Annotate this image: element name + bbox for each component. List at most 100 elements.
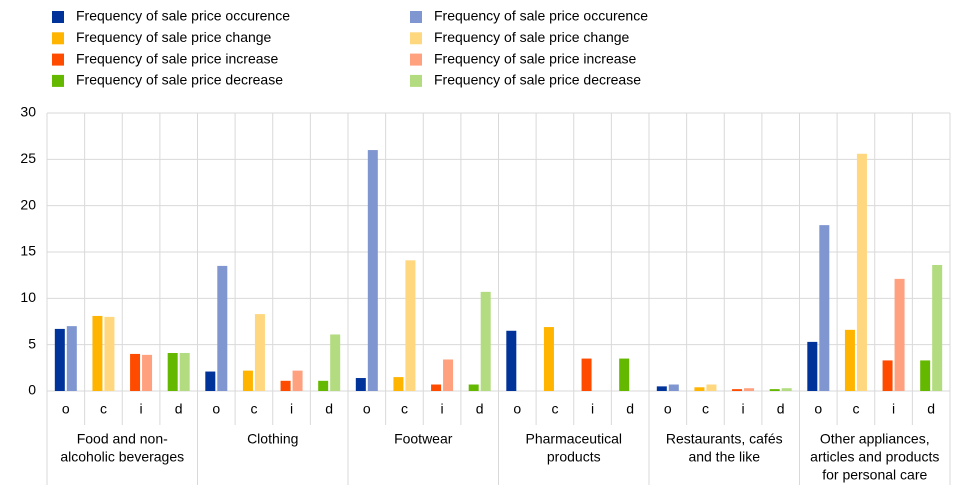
- legend-label: Frequency of sale price decrease: [434, 72, 641, 88]
- bar: [292, 370, 303, 391]
- x-tick-label: d: [777, 401, 785, 417]
- bar: [355, 378, 366, 391]
- bar: [330, 334, 341, 391]
- y-tick-label: 10: [20, 289, 36, 305]
- bar: [781, 388, 792, 391]
- legend-swatch: [52, 74, 64, 87]
- bar: [819, 225, 830, 391]
- bar: [367, 150, 378, 391]
- bar: [104, 316, 115, 391]
- legend-label: Frequency of sale price occurence: [434, 8, 648, 24]
- bar: [856, 153, 867, 391]
- legend-label: Frequency of sale price change: [434, 29, 630, 45]
- bar: [280, 380, 291, 391]
- bar: [92, 315, 103, 391]
- bar: [54, 328, 65, 391]
- legend-swatch: [410, 32, 422, 45]
- bar: [217, 265, 228, 391]
- bar: [807, 341, 818, 391]
- group-label: Footwear: [394, 431, 453, 447]
- legend-swatch: [410, 11, 422, 23]
- group-label: Other appliances,: [820, 431, 930, 447]
- bar: [405, 260, 416, 391]
- x-tick-label: o: [62, 401, 70, 417]
- x-tick-label: i: [441, 401, 444, 417]
- bar: [431, 384, 442, 391]
- group-label: articles and products: [810, 449, 939, 465]
- x-tick-label: o: [363, 401, 371, 417]
- x-tick-label: c: [250, 401, 257, 417]
- x-tick-label: c: [100, 401, 107, 417]
- legend-swatch: [52, 11, 64, 23]
- y-tick-label: 15: [20, 243, 36, 259]
- bar: [66, 326, 77, 391]
- x-tick-label: o: [513, 401, 521, 417]
- legend-label: Frequency of sale price increase: [434, 50, 637, 66]
- x-tick-label: i: [591, 401, 594, 417]
- x-tick-label: o: [664, 401, 672, 417]
- legend-swatch: [52, 32, 64, 45]
- x-tick-label: c: [702, 401, 709, 417]
- legend-label: Frequency of sale price change: [76, 29, 272, 45]
- x-tick-label: d: [476, 401, 484, 417]
- bar: [920, 360, 931, 391]
- bar: [318, 380, 329, 391]
- bar: [480, 291, 491, 391]
- x-tick-label: o: [212, 401, 220, 417]
- y-tick-label: 5: [28, 335, 36, 351]
- x-tick-label: i: [892, 401, 895, 417]
- x-tick-label: i: [742, 401, 745, 417]
- bar: [179, 353, 190, 391]
- bar: [668, 384, 679, 391]
- bar: [844, 329, 855, 391]
- x-tick-label: i: [290, 401, 293, 417]
- bar: [732, 389, 743, 391]
- bar: [769, 389, 780, 391]
- x-tick-label: d: [626, 401, 634, 417]
- legend-label: Frequency of sale price occurence: [76, 8, 290, 24]
- x-tick-label: o: [814, 401, 822, 417]
- bar: [130, 353, 141, 391]
- legend-swatch: [410, 53, 422, 66]
- bar: [393, 377, 404, 391]
- y-tick-label: 25: [20, 150, 36, 166]
- bar: [254, 314, 265, 391]
- bar: [167, 353, 178, 391]
- bar: [744, 388, 755, 391]
- legend-swatch: [52, 53, 64, 66]
- group-label: Pharmaceutical: [526, 431, 623, 447]
- legend-swatch: [410, 74, 422, 87]
- group-label: products: [547, 449, 601, 465]
- group-label: Clothing: [247, 431, 298, 447]
- bar: [581, 358, 592, 391]
- group-label: for personal care: [822, 467, 927, 483]
- group-label: alcoholic beverages: [60, 449, 184, 465]
- bar: [706, 384, 717, 391]
- bar: [443, 359, 454, 391]
- x-tick-label: c: [551, 401, 558, 417]
- bar: [656, 386, 667, 391]
- y-tick-label: 0: [28, 382, 36, 398]
- bar: [619, 358, 630, 391]
- bar: [882, 360, 893, 391]
- bar: [694, 387, 705, 391]
- x-tick-label: d: [175, 401, 183, 417]
- y-tick-label: 20: [20, 196, 36, 212]
- group-label: and the like: [688, 449, 760, 465]
- y-tick-label: 30: [20, 104, 36, 120]
- x-tick-label: c: [852, 401, 859, 417]
- x-tick-label: d: [325, 401, 333, 417]
- legend-label: Frequency of sale price decrease: [76, 72, 283, 88]
- bar: [506, 330, 517, 391]
- group-label: Food and non-: [77, 431, 168, 447]
- bar: [142, 354, 153, 391]
- x-tick-label: d: [927, 401, 935, 417]
- bar: [468, 384, 479, 391]
- group-label: Restaurants, cafés: [666, 431, 783, 447]
- x-tick-label: i: [140, 401, 143, 417]
- bar: [543, 327, 554, 391]
- x-tick-label: c: [401, 401, 408, 417]
- bar: [205, 371, 216, 391]
- bar: [242, 370, 253, 391]
